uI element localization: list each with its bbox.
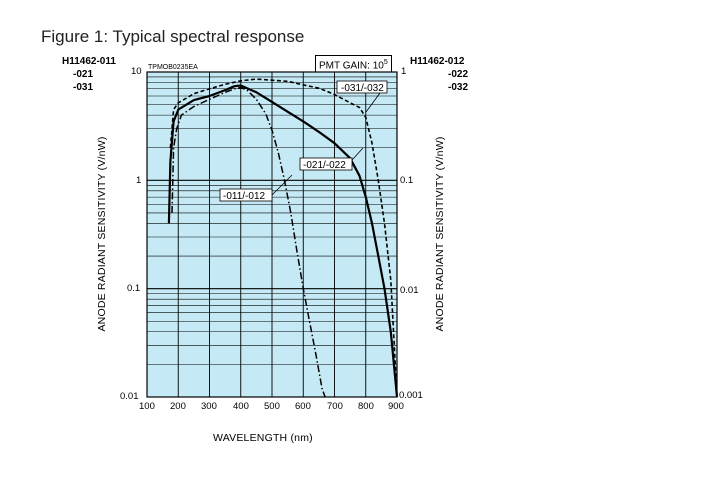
y-tick-left-0-1: 0.1	[127, 283, 141, 294]
series-line-021-022	[167, 84, 399, 398]
y-tick-left-1: 1	[136, 175, 142, 186]
x-tick-200: 200	[170, 401, 186, 412]
series-label-031-032: -031/-032	[341, 83, 384, 94]
label-box-031-032	[336, 80, 388, 94]
right-model-2: -022	[448, 69, 469, 80]
right-model-1: H11462-012	[410, 56, 465, 67]
y-tick-left-0-01: 0.01	[120, 391, 139, 402]
left-model-2: -021	[73, 69, 94, 80]
leader-011-012	[271, 174, 293, 196]
y-tick-left-10: 10	[131, 66, 142, 77]
figure-code: TPMOB0235EA	[148, 64, 198, 71]
x-tick-300: 300	[201, 401, 217, 412]
leader-021-022	[351, 147, 364, 161]
label-box-021-022	[299, 157, 353, 171]
y-tick-right-0-1: 0.1	[400, 175, 414, 186]
x-tick-500: 500	[264, 401, 280, 412]
x-tick-900: 900	[388, 401, 404, 412]
left-model-3: -031	[73, 82, 94, 93]
leader-031-032	[365, 92, 381, 113]
pmt-gain-label: PMT GAIN: 10	[319, 60, 384, 72]
left-model-1: H11462-011	[62, 56, 116, 67]
y-tick-right-1: 1	[401, 66, 407, 77]
y-tick-right-0-01: 0.01	[400, 285, 419, 296]
series-line-031-032	[169, 78, 398, 398]
curves	[167, 78, 399, 398]
pmt-gain-exponent: 5	[383, 59, 388, 66]
x-tick-400: 400	[233, 401, 249, 412]
x-tick-700: 700	[327, 401, 343, 412]
x-tick-600: 600	[295, 401, 311, 412]
x-tick-100: 100	[139, 401, 155, 412]
x-axis-label: WAVELENGTH (nm)	[213, 432, 313, 444]
series-label-021-022: -021/-022	[303, 160, 346, 171]
y-tick-right-0-001: 0.001	[399, 390, 423, 401]
series-label-011-012: -011/-012	[223, 191, 266, 202]
series-line-011-012	[171, 86, 326, 398]
annotations: -031/-032 -021/-022 -011/-012	[219, 80, 388, 202]
figure-title: Figure 1: Typical spectral response	[41, 27, 305, 46]
right-model-3: -032	[448, 82, 469, 93]
grid	[147, 72, 397, 397]
x-tick-800: 800	[358, 401, 374, 412]
